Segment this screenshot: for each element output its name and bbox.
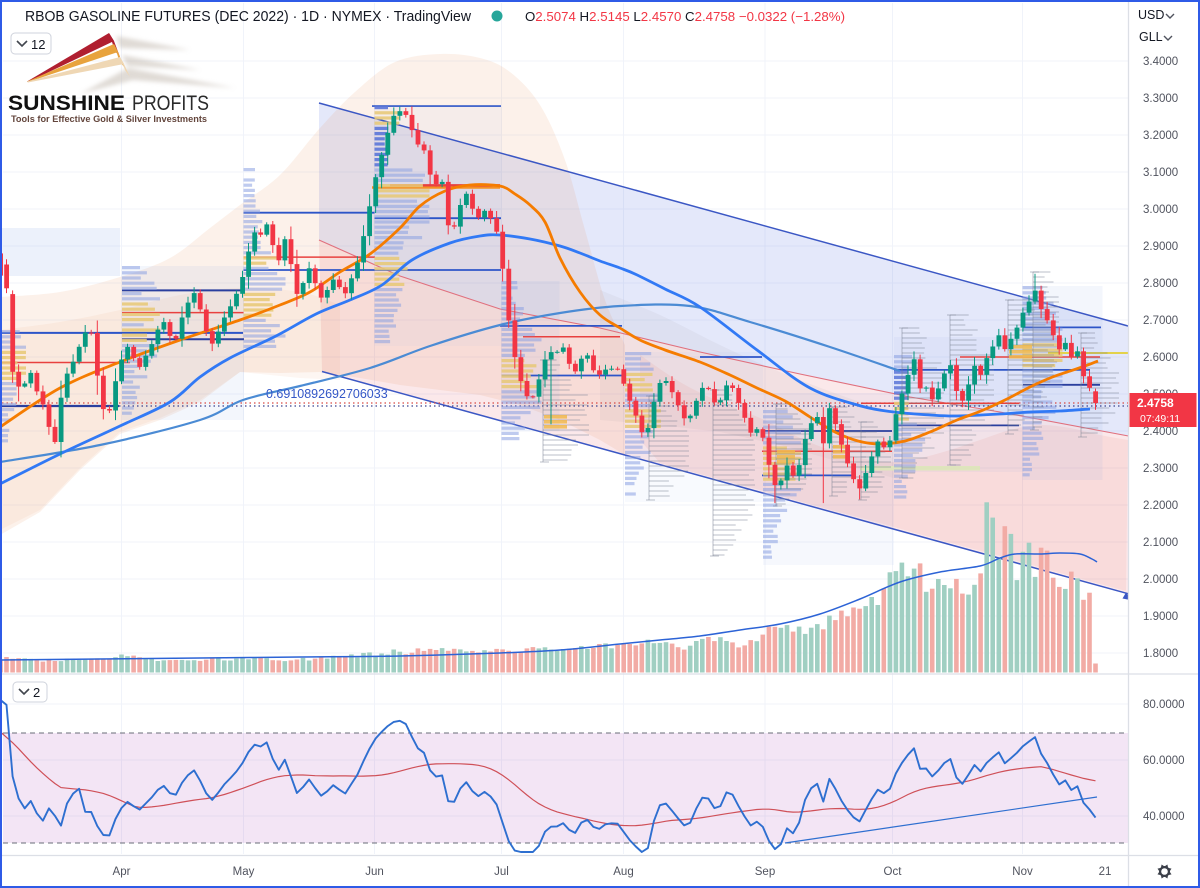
svg-text:3.1000: 3.1000: [1143, 167, 1178, 179]
svg-text:3.0000: 3.0000: [1143, 204, 1178, 216]
svg-text:07:49:11: 07:49:11: [1140, 413, 1180, 425]
svg-text:Nov: Nov: [1012, 866, 1033, 878]
svg-text:Jul: Jul: [494, 866, 509, 878]
svg-text:GLL: GLL: [1139, 30, 1163, 44]
svg-text:40.0000: 40.0000: [1143, 811, 1185, 823]
svg-text:RBOB GASOLINE FUTURES (DEC 202: RBOB GASOLINE FUTURES (DEC 2022) · 1D · …: [25, 8, 471, 25]
svg-text:2.9000: 2.9000: [1143, 241, 1178, 253]
svg-text:2.7000: 2.7000: [1143, 315, 1178, 327]
svg-text:PROFITS: PROFITS: [132, 92, 209, 115]
svg-text:O2.5074 H2.5145 L2.4570 C2.: O2.5074 H2.5145 L2.4570 C2.4758 −0.0322 …: [525, 9, 845, 24]
svg-text:Tools for Effective Gold & Sil: Tools for Effective Gold & Silver Invest…: [11, 114, 207, 125]
svg-text:21: 21: [1099, 866, 1112, 878]
svg-text:2.4000: 2.4000: [1143, 426, 1178, 438]
svg-text:Aug: Aug: [613, 866, 633, 878]
svg-text:Jun: Jun: [365, 866, 384, 878]
svg-text:2.8000: 2.8000: [1143, 278, 1178, 290]
svg-text:80.0000: 80.0000: [1143, 699, 1185, 711]
svg-text:USD: USD: [1138, 8, 1164, 22]
svg-text:3.3000: 3.3000: [1143, 93, 1178, 105]
svg-text:3.4000: 3.4000: [1143, 56, 1178, 68]
svg-text:60.0000: 60.0000: [1143, 755, 1185, 767]
svg-text:Apr: Apr: [113, 866, 131, 878]
svg-text:Oct: Oct: [884, 866, 903, 878]
svg-text:2.6000: 2.6000: [1143, 352, 1178, 364]
svg-text:2.4758: 2.4758: [1137, 396, 1174, 410]
svg-text:12: 12: [31, 37, 45, 52]
svg-text:May: May: [233, 866, 255, 878]
svg-text:2.3000: 2.3000: [1143, 463, 1178, 475]
svg-text:2.1000: 2.1000: [1143, 537, 1178, 549]
svg-text:2.0000: 2.0000: [1143, 574, 1178, 586]
svg-text:Sep: Sep: [755, 866, 775, 878]
svg-text:3.2000: 3.2000: [1143, 130, 1178, 142]
svg-text:2.2000: 2.2000: [1143, 500, 1178, 512]
svg-text:1.9000: 1.9000: [1143, 611, 1178, 623]
svg-text:0.6910892692706033: 0.6910892692706033: [266, 387, 388, 401]
svg-text:SUNSHINE: SUNSHINE: [8, 92, 125, 115]
svg-text:2: 2: [33, 685, 40, 700]
svg-text:1.8000: 1.8000: [1143, 648, 1178, 660]
